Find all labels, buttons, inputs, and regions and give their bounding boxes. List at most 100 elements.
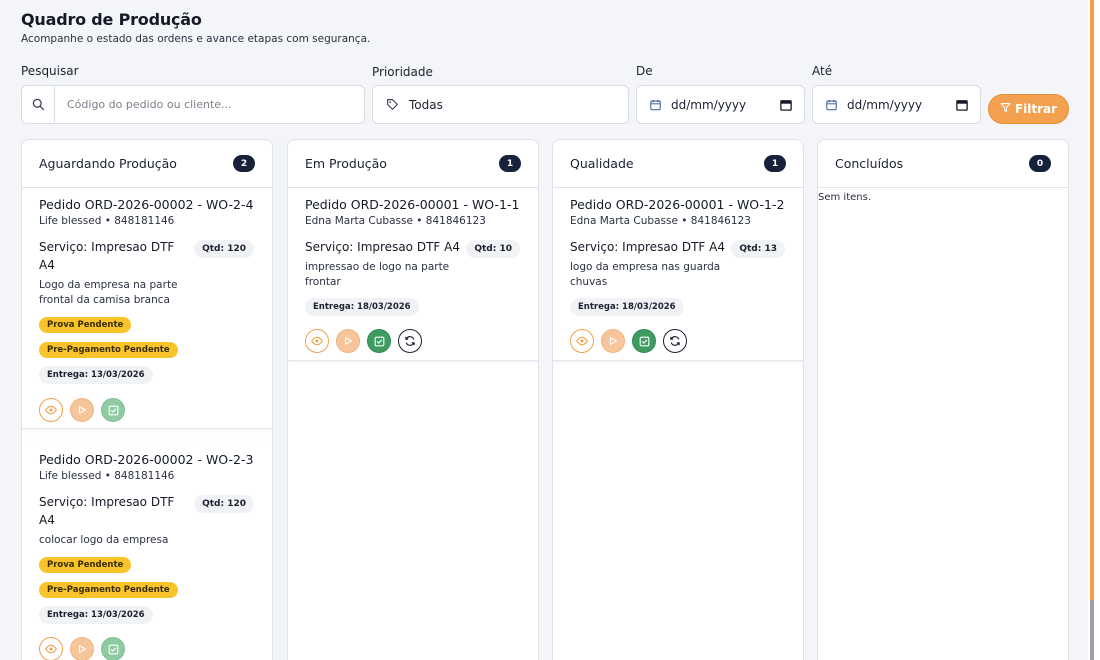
view-button[interactable] — [39, 398, 63, 422]
card-actions — [570, 329, 687, 353]
card-client: Life blessed • 848181146 — [39, 215, 175, 227]
start-button[interactable] — [70, 637, 94, 660]
play-icon — [78, 406, 86, 414]
column-count-badge: 0 — [1029, 155, 1051, 172]
window-edge — [1088, 0, 1100, 660]
check-square-icon — [639, 336, 649, 346]
column-aguardando: Aguardando Produção 2 Pedido ORD-2026-00… — [21, 139, 273, 660]
calendar-picker-icon[interactable] — [956, 99, 968, 111]
filter-button-label: Filtrar — [1014, 102, 1058, 116]
eye-icon — [45, 644, 57, 654]
scrollbar-track-end — [1090, 600, 1094, 660]
to-date-label: Até — [812, 64, 833, 78]
approve-button[interactable] — [632, 329, 656, 353]
from-date-label: De — [636, 64, 653, 78]
card-description: logo da empresa nas guarda chuvas — [570, 261, 721, 288]
start-button[interactable] — [601, 329, 625, 353]
column-header: Concluídos 0 — [818, 140, 1068, 188]
search-icon — [22, 86, 55, 123]
card-description: Logo da empresa na parte frontal da cami… — [39, 279, 178, 306]
order-card[interactable]: Pedido ORD-2026-00001 - WO-1-2 Edna Mart… — [553, 188, 803, 361]
quantity-badge: Qtd: 120 — [194, 240, 254, 258]
from-date-input[interactable]: dd/mm/yyyy — [636, 85, 805, 124]
column-qualidade: Qualidade 1 Pedido ORD-2026-00001 - WO-1… — [552, 139, 804, 660]
status-badge-pagamento: Pre-Pagamento Pendente — [39, 582, 178, 598]
card-client: Edna Marta Cubasse • 841846123 — [305, 215, 486, 227]
quantity-badge: Qtd: 10 — [466, 240, 520, 258]
check-square-icon — [108, 644, 118, 654]
play-icon — [609, 337, 617, 345]
column-header: Qualidade 1 — [553, 140, 803, 188]
card-service: Serviço: Impresao DTF A4 — [570, 240, 725, 254]
search-field[interactable] — [21, 85, 365, 124]
priority-label: Prioridade — [372, 65, 433, 79]
card-service: Serviço: Impresao DTF A4 — [39, 495, 175, 527]
quantity-badge: Qtd: 13 — [731, 240, 785, 258]
reset-button[interactable] — [398, 329, 422, 353]
eye-icon — [311, 336, 323, 346]
card-title: Pedido ORD-2026-00002 - WO-2-4 — [39, 197, 254, 212]
empty-state-text: Sem itens. — [818, 192, 871, 203]
refresh-icon — [670, 336, 680, 346]
approve-button[interactable] — [367, 329, 391, 353]
card-actions — [305, 329, 422, 353]
approve-button[interactable] — [101, 637, 125, 660]
view-button[interactable] — [39, 637, 63, 660]
column-em-producao: Em Produção 1 Pedido ORD-2026-00001 - WO… — [287, 139, 539, 660]
page-subtitle: Acompanhe o estado das ordens e avance e… — [21, 33, 371, 45]
play-icon — [344, 337, 352, 345]
page-title: Quadro de Produção — [21, 10, 202, 29]
status-badge-prova: Prova Pendente — [39, 317, 132, 333]
reset-button[interactable] — [663, 329, 687, 353]
scrollbar-accent[interactable] — [1090, 0, 1094, 600]
delivery-date-badge: Entrega: 13/03/2026 — [39, 366, 153, 384]
view-button[interactable] — [305, 329, 329, 353]
check-square-icon — [108, 405, 118, 415]
order-card[interactable]: Pedido ORD-2026-00002 - WO-2-4 Life bles… — [22, 188, 272, 429]
calendar-icon — [650, 99, 661, 111]
card-service: Serviço: Impresao DTF A4 — [39, 240, 175, 272]
calendar-picker-icon[interactable] — [780, 99, 792, 111]
start-button[interactable] — [70, 398, 94, 422]
search-input[interactable] — [55, 98, 335, 111]
quantity-badge: Qtd: 120 — [194, 495, 254, 513]
card-client: Life blessed • 848181146 — [39, 470, 175, 482]
filter-icon — [1000, 102, 1011, 116]
eye-icon — [45, 405, 57, 415]
column-header: Aguardando Produção 2 — [22, 140, 272, 188]
card-title: Pedido ORD-2026-00001 - WO-1-1 — [305, 197, 520, 212]
start-button[interactable] — [336, 329, 360, 353]
column-title: Aguardando Produção — [39, 156, 177, 171]
column-header: Em Produção 1 — [288, 140, 538, 188]
order-card[interactable]: Pedido ORD-2026-00001 - WO-1-1 Edna Mart… — [288, 188, 538, 361]
view-button[interactable] — [570, 329, 594, 353]
search-label: Pesquisar — [21, 64, 79, 78]
approve-button[interactable] — [101, 398, 125, 422]
column-count-badge: 1 — [764, 155, 786, 172]
to-date-value: dd/mm/yyyy — [847, 97, 923, 112]
priority-value: Todas — [409, 97, 443, 112]
order-card[interactable]: Pedido ORD-2026-00002 - WO-2-3 Life bles… — [22, 443, 272, 660]
card-actions — [39, 398, 125, 422]
card-description: colocar logo da empresa — [39, 534, 169, 546]
column-count-badge: 1 — [499, 155, 521, 172]
filter-button[interactable]: Filtrar — [988, 94, 1069, 124]
eye-icon — [576, 336, 588, 346]
column-title: Qualidade — [570, 156, 634, 171]
from-date-value: dd/mm/yyyy — [671, 97, 747, 112]
check-square-icon — [374, 336, 384, 346]
delivery-date-badge: Entrega: 13/03/2026 — [39, 606, 153, 624]
status-badge-prova: Prova Pendente — [39, 557, 132, 573]
to-date-input[interactable]: dd/mm/yyyy — [812, 85, 981, 124]
delivery-date-badge: Entrega: 18/03/2026 — [570, 298, 684, 316]
card-title: Pedido ORD-2026-00001 - WO-1-2 — [570, 197, 785, 212]
card-title: Pedido ORD-2026-00002 - WO-2-3 — [39, 452, 254, 467]
calendar-icon — [826, 99, 837, 111]
priority-select[interactable]: Todas — [372, 85, 629, 124]
column-title: Em Produção — [305, 156, 387, 171]
play-icon — [78, 645, 86, 653]
card-description: impressao de logo na parte frontar — [305, 261, 450, 288]
column-concluidos: Concluídos 0 Sem itens. — [817, 139, 1069, 660]
card-actions — [39, 637, 125, 660]
card-service: Serviço: Impresao DTF A4 — [305, 240, 460, 254]
